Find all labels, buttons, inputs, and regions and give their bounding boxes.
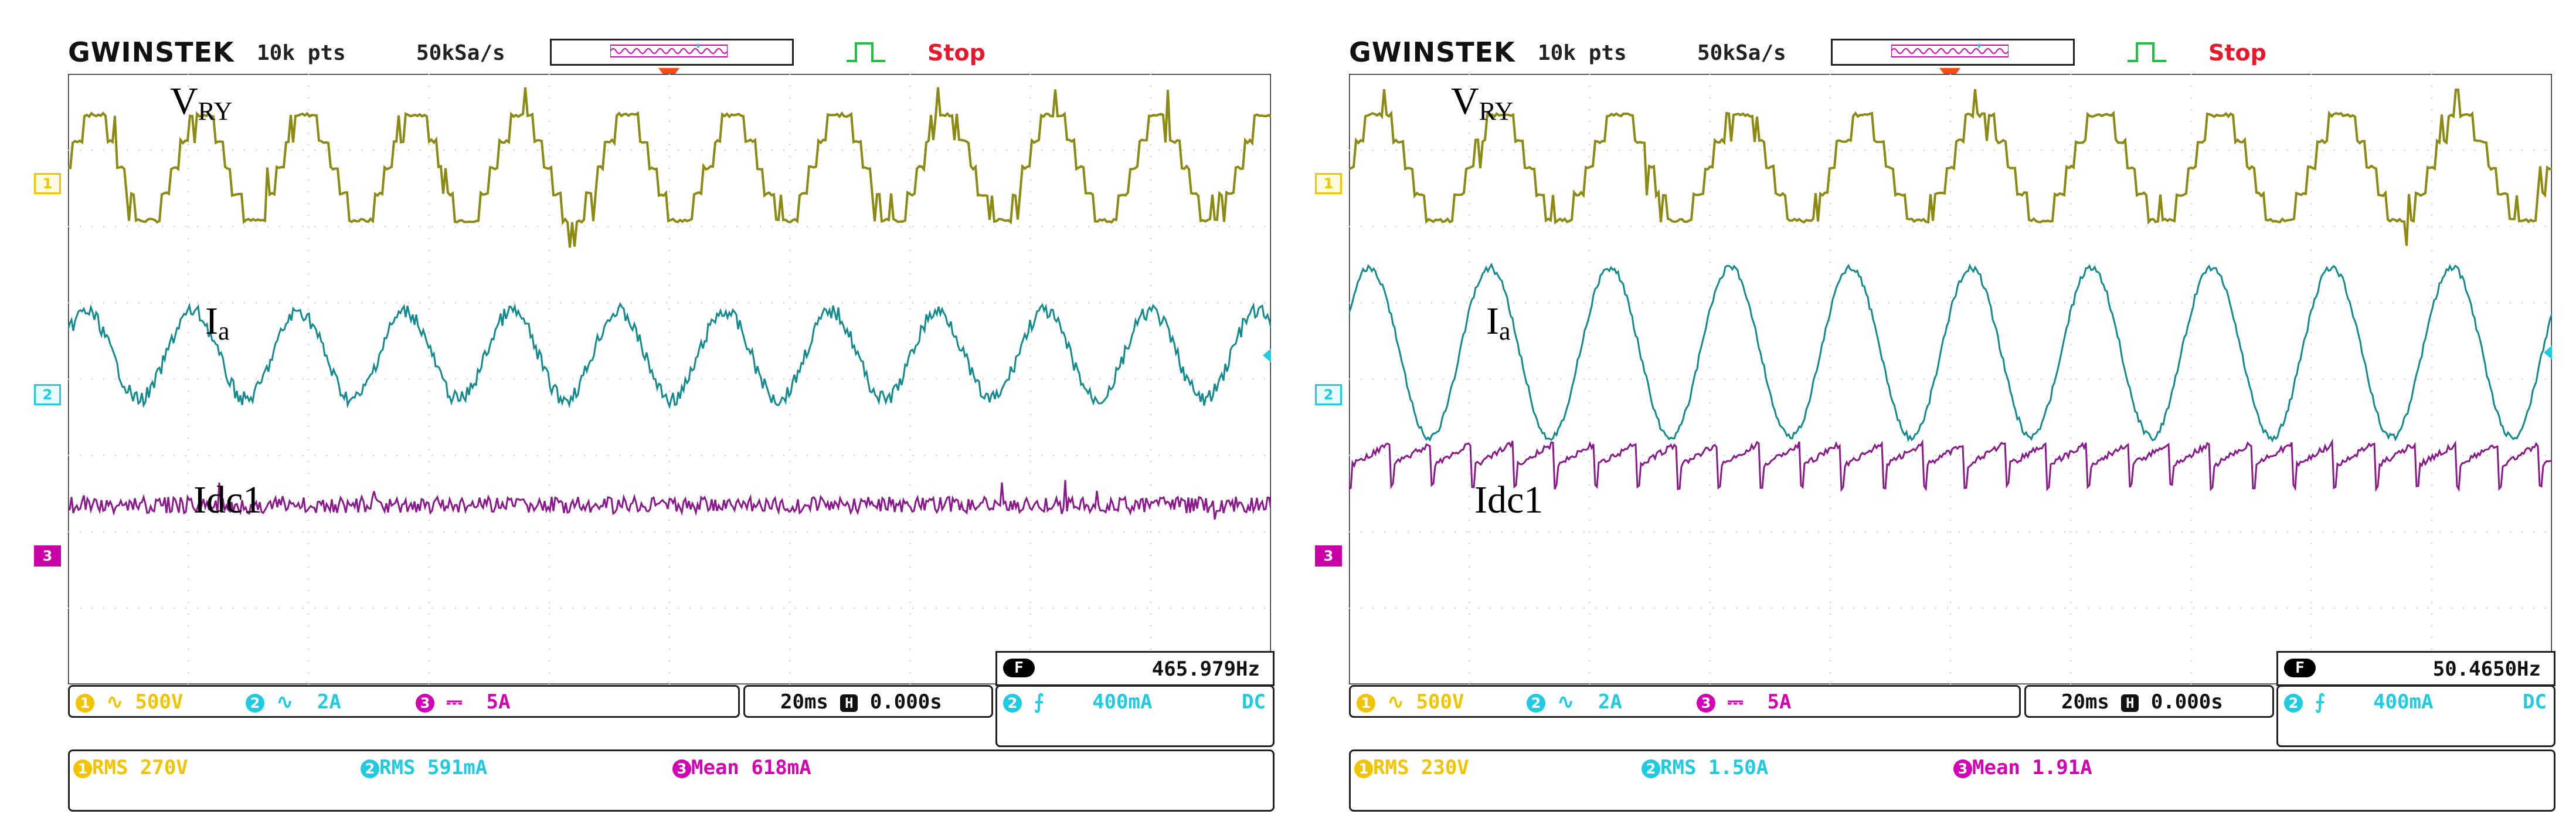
ch3-waveform <box>1349 438 2552 493</box>
trigger-info[interactable]: 2 ⨍ 400mA <box>1003 690 1152 714</box>
waveform-display <box>1349 74 2552 684</box>
brand-logo: GWINSTEK <box>68 36 235 68</box>
waveform-display <box>68 74 1271 684</box>
channel-2-marker[interactable]: 2 <box>34 384 61 405</box>
measurement-1: 1 RMS 270V <box>73 756 188 779</box>
timebase-bar: 20ms H 0.000s <box>2024 685 2274 718</box>
sample-rate: 50kSa/s <box>1697 41 1786 65</box>
idc1-label: Idc1 <box>193 479 263 521</box>
memory-wave-icon <box>610 44 728 57</box>
trigger-edge-icon <box>847 42 885 62</box>
measurement-2: 2 RMS 591mA <box>361 756 487 779</box>
frequency-icon: F <box>2284 659 2316 677</box>
ch2-waveform <box>1349 262 2552 443</box>
run-stop-status[interactable]: Stop <box>2208 40 2266 66</box>
measurement-3: 3 Mean 618mA <box>672 756 811 779</box>
channel-1-marker[interactable]: 1 <box>1315 173 1342 194</box>
trigger-bar: 2 ⨍ 400mA DC <box>2276 685 2555 747</box>
measurement-1: 1 RMS 230V <box>1354 756 1469 779</box>
ch2-level-marker <box>1263 348 1271 362</box>
trigger-bar: 2 ⨍ 400mA DC <box>995 685 1275 747</box>
idc1-label: Idc1 <box>1474 479 1544 521</box>
memory-bar <box>550 39 794 66</box>
trigger-coupling: DC <box>1242 690 1266 714</box>
channel-2-scale[interactable]: 2 ∿ 2A <box>1527 690 1622 714</box>
horizontal-icon: H <box>2121 694 2139 712</box>
channel-3-scale[interactable]: 3 ⎓ 5A <box>416 690 511 714</box>
oscilloscope-right: GWINSTEK 10k pts 50kSa/s Stop 1 2 3 VRY … <box>1281 0 2555 831</box>
vry-label: VRY <box>170 80 233 126</box>
horizontal-icon: H <box>840 694 858 712</box>
measurement-bar: 1 RMS 230V 2 RMS 1.50A 3 Mean 1.91A <box>1349 749 2555 812</box>
trigger-edge-icon <box>2128 42 2166 62</box>
record-length: 10k pts <box>1538 41 1627 65</box>
run-stop-status[interactable]: Stop <box>927 40 985 66</box>
measurement-bar: 1 RMS 270V 2 RMS 591mA 3 Mean 618mA <box>68 749 1275 812</box>
ch1-waveform <box>1349 89 2552 246</box>
ch2-waveform <box>68 302 1271 409</box>
trigger-coupling: DC <box>2523 690 2547 714</box>
memory-wave-icon <box>1891 44 2009 57</box>
frequency-value: 465.979Hz <box>1151 657 1260 681</box>
sample-rate: 50kSa/s <box>416 41 505 65</box>
channel-3-marker[interactable]: 3 <box>34 545 61 567</box>
channel-1-marker[interactable]: 1 <box>34 173 61 194</box>
record-length: 10k pts <box>257 41 346 65</box>
ch2-level-marker <box>2544 345 2552 359</box>
channel-3-scale[interactable]: 3 ⎓ 5A <box>1697 690 1792 714</box>
channel-2-scale[interactable]: 2 ∿ 2A <box>246 690 341 714</box>
measurement-2: 2 RMS 1.50A <box>1642 756 1768 779</box>
timebase-bar: 20ms H 0.000s <box>743 685 993 718</box>
ch3-waveform <box>68 480 1271 520</box>
memory-bar <box>1831 39 2075 66</box>
vry-label: VRY <box>1451 80 1514 126</box>
channel-2-marker[interactable]: 2 <box>1315 384 1342 405</box>
timebase-value[interactable]: 20ms H 0.000s <box>780 690 942 714</box>
ia-label: Ia <box>205 300 230 345</box>
measurement-3: 3 Mean 1.91A <box>1953 756 2092 779</box>
oscilloscope-left: GWINSTEK 10k pts 50kSa/s Stop 1 2 3 VRY … <box>0 0 1275 831</box>
ch1-waveform <box>68 87 1271 248</box>
channel-scale-bar: 1 ∿ 500V 2 ∿ 2A 3 ⎓ 5A <box>68 685 740 718</box>
channel-scale-bar: 1 ∿ 500V 2 ∿ 2A 3 ⎓ 5A <box>1349 685 2021 718</box>
frequency-readout: F 50.4650Hz <box>2276 651 2555 686</box>
timebase-value[interactable]: 20ms H 0.000s <box>2061 690 2223 714</box>
channel-1-scale[interactable]: 1 ∿ 500V <box>76 690 183 714</box>
ia-label: Ia <box>1486 300 1511 345</box>
trigger-info[interactable]: 2 ⨍ 400mA <box>2284 690 2433 714</box>
frequency-readout: F 465.979Hz <box>995 651 1275 686</box>
channel-3-marker[interactable]: 3 <box>1315 545 1342 567</box>
channel-1-scale[interactable]: 1 ∿ 500V <box>1357 690 1464 714</box>
brand-logo: GWINSTEK <box>1349 36 1515 68</box>
frequency-value: 50.4650Hz <box>2432 657 2541 681</box>
frequency-icon: F <box>1003 659 1035 677</box>
